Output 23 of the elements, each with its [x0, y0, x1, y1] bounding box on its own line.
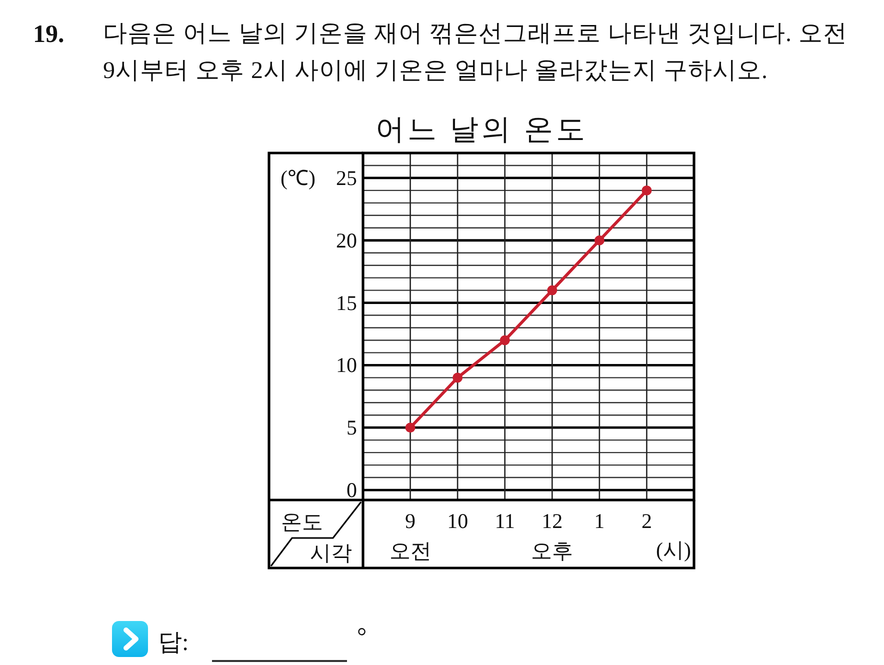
y-tick-label: 10	[336, 353, 357, 378]
x-tick-label: 10	[447, 509, 468, 533]
text: °	[357, 624, 367, 650]
x-tick-label: 1	[594, 509, 605, 533]
y-tick-label: 5	[346, 416, 357, 440]
y-axis-title: (℃)	[280, 166, 316, 190]
x-tick-label: 12	[542, 509, 563, 533]
text: 답:	[158, 630, 189, 656]
text: 오전	[389, 539, 432, 563]
text: 온도	[281, 510, 323, 534]
y-tick-label: 25	[336, 166, 357, 190]
y-tick-label: 0	[346, 478, 357, 502]
x-axis-title: (시)	[656, 538, 691, 562]
chart-title: 어느 날의 온도	[375, 114, 588, 146]
text: 19.	[33, 21, 64, 48]
x-tick-label: 11	[494, 509, 515, 533]
text: 다음은 어느 날의 기온을 재어 꺾은선그래프로 나타낸 것입니다. 오전 9시부터 오후 2시 사이에 기온은 얼마나 올라갔는지 구하시오.	[103, 20, 848, 86]
text: 시각	[310, 541, 352, 565]
x-tick-label: 9	[405, 509, 416, 533]
y-tick-label: 15	[336, 290, 357, 315]
text: 오후	[531, 539, 574, 563]
y-tick-label: 20	[336, 228, 357, 252]
x-tick-label: 2	[641, 509, 652, 533]
